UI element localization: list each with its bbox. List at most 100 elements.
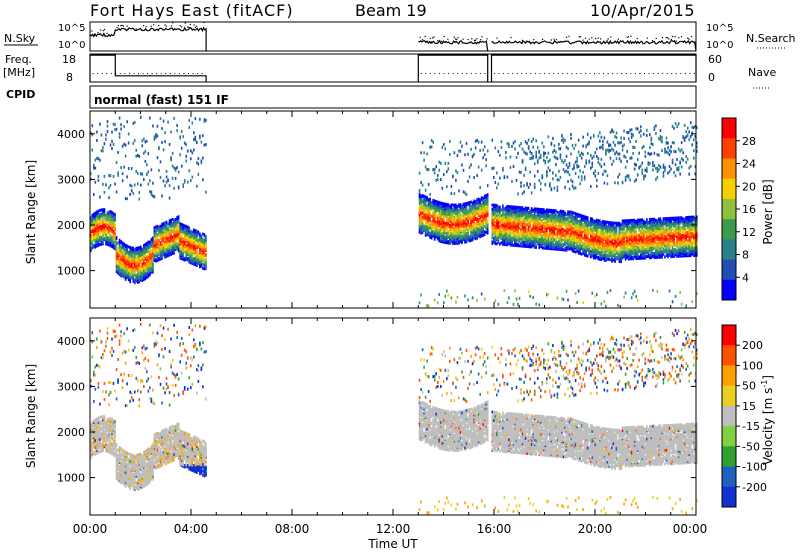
power-cell — [465, 201, 468, 205]
power-cell — [435, 220, 438, 224]
power-cell — [553, 237, 556, 241]
power-cell — [494, 207, 497, 211]
power-cell — [594, 151, 597, 155]
power-cell — [580, 151, 583, 155]
power-cell — [480, 168, 483, 172]
power-cell — [500, 233, 503, 237]
power-cell — [418, 219, 421, 223]
freq-line — [89, 54, 697, 82]
power-cell — [97, 228, 100, 232]
power-cell — [542, 230, 545, 234]
nsky-point — [467, 38, 469, 41]
power-cell — [447, 212, 450, 216]
power-cell — [536, 161, 539, 165]
power-cell — [156, 235, 159, 239]
power-cell — [582, 170, 584, 174]
power-cell — [205, 258, 207, 262]
power-cell — [164, 240, 166, 244]
power-cell — [114, 215, 116, 219]
power-cell — [568, 187, 571, 191]
power-cell — [458, 149, 460, 153]
power-cell — [600, 232, 603, 236]
power-cell — [100, 219, 103, 223]
power-cell — [518, 244, 521, 248]
power-cell — [520, 214, 522, 218]
power-cell — [93, 212, 95, 216]
power-cell — [602, 233, 604, 237]
power-cell — [200, 240, 203, 244]
nsky-point — [675, 40, 677, 42]
power-cell — [189, 251, 192, 255]
power-cell — [103, 216, 106, 220]
power-cell — [539, 222, 542, 226]
power-cell — [127, 260, 130, 264]
power-cell — [523, 240, 525, 244]
power-cell — [421, 141, 424, 145]
power-cell — [97, 232, 100, 236]
power-cell — [585, 159, 588, 163]
power-cell — [455, 211, 457, 215]
power-cell — [491, 218, 494, 222]
power-cell — [99, 233, 101, 237]
power-cell — [136, 172, 139, 176]
power-cell — [552, 177, 554, 181]
power-cell — [500, 140, 503, 144]
power-cell — [502, 166, 504, 170]
power-cell — [179, 136, 181, 140]
nsky-point — [443, 35, 445, 38]
power-cell — [174, 238, 177, 242]
power-cell — [205, 253, 207, 257]
power-cell — [171, 217, 174, 221]
power-cell — [520, 181, 522, 185]
power-cell — [165, 248, 168, 252]
nave-point — [630, 73, 632, 75]
power-cell — [124, 143, 127, 147]
power-cell — [471, 236, 474, 240]
power-cell — [494, 146, 497, 150]
power-cell — [571, 213, 574, 217]
power-cell — [546, 208, 548, 212]
station-title: Fort Hays East (fitACF) — [90, 1, 294, 20]
power-cell — [479, 200, 481, 204]
power-cell — [185, 143, 188, 147]
power-cell — [182, 135, 185, 139]
power-cell — [94, 166, 97, 170]
power-cell — [508, 240, 510, 244]
nave-label: Nave — [748, 66, 776, 79]
power-cell — [547, 223, 550, 227]
power-cell — [127, 250, 130, 254]
nsky-label: N.Sky — [4, 32, 36, 45]
power-cell — [453, 235, 456, 239]
power-cell — [494, 228, 497, 232]
power-cell — [138, 246, 141, 250]
power-cell — [150, 266, 153, 270]
power-cell — [120, 123, 122, 127]
power-cell — [511, 205, 513, 209]
power-cell — [477, 165, 480, 169]
power-cell — [520, 142, 522, 146]
power-cell — [535, 150, 538, 154]
power-cell — [150, 252, 153, 256]
power-cell — [559, 213, 562, 217]
power-cell — [426, 152, 428, 156]
power-cell — [485, 193, 488, 197]
power-cell — [571, 143, 574, 147]
power-cell — [435, 205, 438, 209]
power-cell — [433, 213, 436, 217]
power-cell — [197, 252, 200, 256]
power-cell — [93, 163, 95, 167]
power-cell — [112, 238, 115, 242]
power-cell — [459, 240, 462, 244]
cpid-program: normal (fast) 151 IF — [94, 93, 229, 107]
power-cell — [126, 255, 128, 259]
power-cell — [562, 137, 565, 141]
nsky-point — [597, 37, 599, 39]
power-cell — [439, 220, 442, 224]
nsky-point — [665, 36, 667, 39]
power-cell — [492, 203, 495, 207]
power-cell — [461, 204, 463, 208]
power-cell — [205, 235, 207, 239]
power-cell — [155, 225, 157, 229]
power-cell — [109, 143, 112, 147]
nsky-point — [91, 30, 93, 32]
